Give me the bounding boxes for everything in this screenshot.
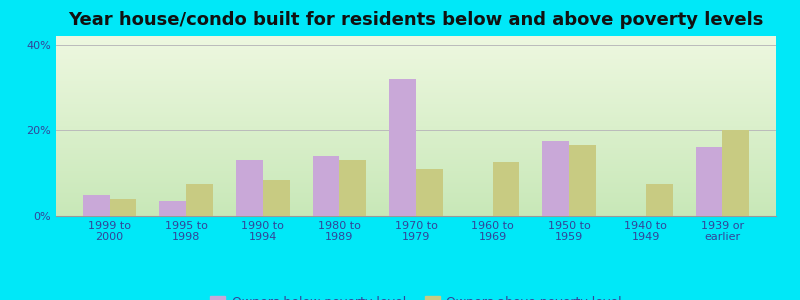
Title: Year house/condo built for residents below and above poverty levels: Year house/condo built for residents bel… (68, 11, 764, 29)
Bar (416, 169, 443, 216)
Bar (722, 130, 749, 216)
Bar (263, 180, 290, 216)
Bar (339, 160, 366, 216)
Bar (110, 199, 137, 216)
Bar (493, 162, 519, 216)
Bar (159, 201, 186, 216)
Bar (569, 145, 596, 216)
Bar (695, 147, 722, 216)
Bar (236, 160, 263, 216)
Bar (389, 79, 416, 216)
Legend: Owners below poverty level, Owners above poverty level: Owners below poverty level, Owners above… (206, 291, 626, 300)
Bar (646, 184, 673, 216)
Bar (542, 141, 569, 216)
Bar (186, 184, 213, 216)
Bar (83, 195, 110, 216)
Bar (313, 156, 339, 216)
